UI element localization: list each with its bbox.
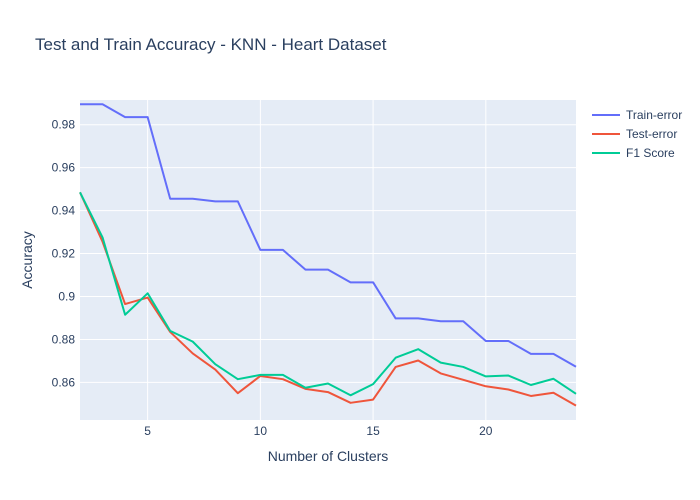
y-tick-label: 0.9 [58, 290, 75, 304]
chart-title: Test and Train Accuracy - KNN - Heart Da… [35, 35, 387, 54]
x-axis-title: Number of Clusters [268, 448, 389, 464]
x-axis-ticks: 5 10 15 20 [144, 424, 493, 438]
y-tick-label: 0.96 [52, 161, 76, 175]
legend-item-test-error[interactable]: Test-error [592, 127, 677, 141]
legend: Train-error Test-error F1 Score [592, 108, 682, 160]
plot-area [80, 100, 576, 420]
legend-label: Train-error [626, 108, 682, 122]
legend-label: F1 Score [626, 146, 675, 160]
y-tick-label: 0.92 [52, 247, 76, 261]
y-tick-label: 0.88 [52, 332, 76, 346]
series-lines [79, 103, 577, 407]
grid-lines [80, 100, 576, 420]
x-tick-label: 10 [254, 424, 268, 438]
series-line-f1-score [79, 191, 577, 397]
x-tick-label: 15 [366, 424, 380, 438]
y-tick-label: 0.86 [52, 375, 76, 389]
legend-item-train-error[interactable]: Train-error [592, 108, 682, 122]
y-axis-ticks: 0.86 0.88 0.9 0.92 0.94 0.96 0.98 [52, 118, 76, 390]
x-tick-label: 5 [144, 424, 151, 438]
y-tick-label: 0.94 [52, 204, 76, 218]
series-line-test-error [79, 191, 577, 407]
legend-label: Test-error [626, 127, 677, 141]
series-line-train-error [80, 103, 577, 368]
y-axis-title: Accuracy [19, 231, 35, 289]
legend-item-f1-score[interactable]: F1 Score [592, 146, 675, 160]
x-tick-label: 20 [479, 424, 493, 438]
y-tick-label: 0.98 [52, 118, 76, 132]
